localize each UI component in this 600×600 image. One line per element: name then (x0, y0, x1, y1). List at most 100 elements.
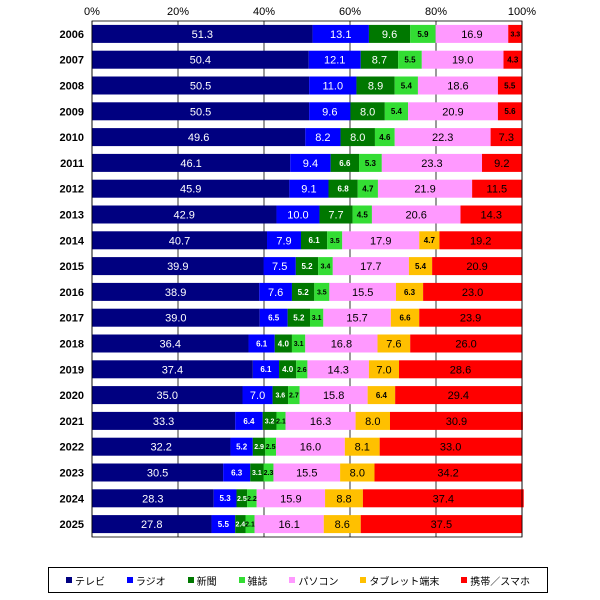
data-label: 6.6 (399, 314, 411, 323)
data-label: 6.3 (231, 468, 243, 477)
bar-segment (318, 257, 333, 276)
data-label: 9.4 (303, 158, 318, 170)
bar-segment (309, 76, 357, 95)
bar-segment (410, 24, 436, 43)
data-label: 5.5 (404, 56, 416, 65)
data-label: 19.0 (452, 55, 473, 67)
bar-segment (312, 24, 369, 43)
data-label: 38.9 (165, 287, 186, 299)
bar-segment (360, 515, 522, 534)
data-label: 15.5 (296, 467, 317, 479)
data-label: 16.8 (331, 338, 352, 350)
y-tick-label: 2019 (60, 364, 84, 376)
bar-segment (299, 386, 368, 405)
bar-segment (419, 231, 440, 250)
data-label: 11.0 (323, 80, 344, 92)
bar-segment (262, 411, 277, 430)
data-label: 5.5 (218, 520, 230, 529)
data-label: 5.4 (415, 262, 427, 271)
data-label: 6.1 (256, 339, 268, 348)
legend-label-mobile: 携帯／スマホ (470, 576, 530, 588)
bar-segment (289, 179, 329, 198)
bar-segment (273, 463, 341, 482)
y-tick-label: 2011 (60, 158, 84, 170)
data-label: 8.7 (372, 55, 387, 67)
data-label: 50.5 (190, 106, 211, 118)
bar-segment (396, 282, 424, 301)
data-label: 17.9 (370, 235, 391, 247)
bar-segment (92, 50, 309, 69)
data-label: 2.9 (254, 444, 264, 451)
data-label: 8.0 (350, 132, 365, 144)
bar-segment (394, 128, 491, 147)
bar-segment (223, 463, 251, 482)
bar-segment (439, 231, 522, 250)
bar-segment (394, 76, 418, 95)
data-label: 7.6 (268, 287, 283, 299)
bar-segment (263, 257, 296, 276)
bar-segment (344, 437, 380, 456)
data-label: 9.2 (494, 158, 509, 170)
legend-item-newspaper: 新聞 (187, 573, 217, 588)
bar-segment (377, 179, 473, 198)
bar-segment (296, 360, 308, 379)
data-label: 4.0 (278, 339, 290, 348)
bar-segment (285, 411, 356, 430)
bar-segment (368, 360, 400, 379)
bar-segment (319, 205, 353, 224)
data-label: 5.3 (365, 159, 377, 168)
bar-segment (350, 102, 385, 121)
plot-frame (91, 20, 523, 538)
data-label: 6.6 (339, 159, 351, 168)
data-label: 26.0 (455, 338, 476, 350)
bar-segment (399, 360, 522, 379)
data-label: 6.4 (376, 391, 388, 400)
bar-segment (389, 411, 523, 430)
bar-segment (360, 50, 399, 69)
data-label: 49.6 (188, 132, 209, 144)
data-label: 15.9 (280, 493, 301, 505)
bar-segment (323, 515, 361, 534)
bar-segment (263, 463, 274, 482)
x-tick-label: 0% (84, 6, 100, 18)
bar-segment (259, 308, 288, 327)
bar-segment (295, 257, 319, 276)
bar-segment (211, 515, 236, 534)
bar-segment (367, 386, 396, 405)
bar-segment (398, 50, 422, 69)
x-tick-label: 100% (508, 6, 536, 18)
bar-segment (371, 205, 461, 224)
bar-segment (92, 489, 214, 508)
bar-segment (490, 128, 522, 147)
legend-label-tablet: タブレット端末 (369, 576, 440, 588)
bar-segment (357, 179, 378, 198)
data-label: 5.2 (236, 443, 248, 452)
data-label: 46.1 (180, 158, 201, 170)
data-label: 5.4 (401, 81, 413, 90)
bar-segment (92, 437, 231, 456)
data-label: 20.9 (442, 106, 463, 118)
bar-segment (92, 76, 310, 95)
bar-segment (310, 308, 324, 327)
bar-segment (374, 463, 522, 482)
bar-segment (314, 282, 330, 301)
data-label: 8.0 (360, 106, 375, 118)
bar-segment (508, 24, 523, 43)
bar-segment (497, 102, 522, 121)
bar-segment (325, 489, 363, 508)
data-label: 8.1 (355, 442, 370, 454)
bar-segment (460, 205, 522, 224)
bar-segment (419, 308, 522, 327)
data-label: 5.2 (301, 262, 313, 271)
legend-swatch-mobile (461, 577, 468, 583)
data-label: 12.1 (324, 55, 345, 67)
data-label: 4.0 (282, 365, 294, 374)
legend-swatch-magazine (238, 577, 245, 583)
bar-segment (250, 463, 264, 482)
data-label: 6.3 (404, 288, 416, 297)
bar-segment (92, 463, 224, 482)
data-label: 23.9 (460, 313, 481, 325)
y-tick-label: 2021 (60, 416, 84, 428)
bar-segment (305, 334, 378, 353)
